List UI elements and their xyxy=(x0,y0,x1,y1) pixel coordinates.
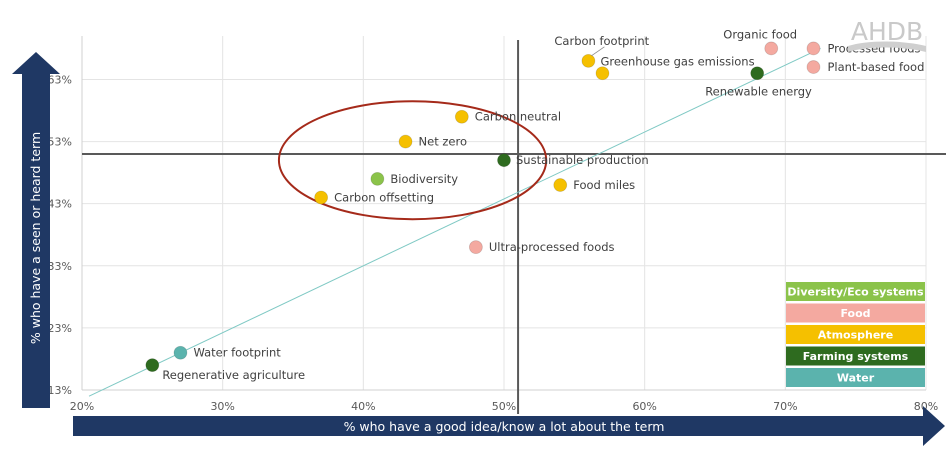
y-tick-label: 23% xyxy=(48,322,72,335)
x-tick-label: 40% xyxy=(351,400,375,413)
legend-swatch-farming-systems xyxy=(786,346,925,366)
point-label-carbon-footprint: Carbon footprint xyxy=(554,34,649,48)
point-label-carbon-neutral: Carbon neutral xyxy=(475,110,561,124)
x-axis-arrow-shape xyxy=(73,406,945,446)
tick-labels: 20% 30% 40% 50% 60% 70% 80% 13% 23% 33% 43% 53% 63% xyxy=(48,73,939,413)
data-points xyxy=(145,41,821,373)
trend-line-layer xyxy=(88,47,821,397)
legend-label-water: Water xyxy=(837,372,875,385)
point-organic-food xyxy=(764,41,779,56)
brand-logo-text: AHDB xyxy=(851,17,923,46)
point-water-footprint xyxy=(173,345,188,360)
ahdb-logo: AHDB xyxy=(848,17,926,52)
point-processed-foods xyxy=(806,41,821,56)
legend: Diversity/Eco systems Food Atmosphere Farmi… xyxy=(786,282,925,387)
point-label-carbon-offsetting: Carbon offsetting xyxy=(334,190,434,204)
point-carbon-neutral xyxy=(454,109,469,124)
highlight-ellipse xyxy=(277,100,548,221)
trend-line xyxy=(88,47,821,397)
legend-label-farming-systems: Farming systems xyxy=(803,350,909,363)
legend-label-diversity-eco-systems: Diversity/Eco systems xyxy=(787,286,924,299)
y-tick-label: 13% xyxy=(48,384,72,397)
point-label-plant-based-food: Plant-based food xyxy=(827,60,924,74)
legend-swatch-atmosphere xyxy=(786,325,925,344)
point-carbon-offsetting xyxy=(314,190,329,205)
point-ultra-processed-foods xyxy=(468,240,483,255)
point-biodiversity xyxy=(370,171,385,186)
point-label-greenhouse-gas-emissions: Greenhouse gas emissions xyxy=(600,54,754,68)
legend-swatch-diversity-eco-systems xyxy=(786,282,925,301)
y-axis-title: % who have a seen or heard term xyxy=(28,132,43,344)
point-label-organic-food: Organic food xyxy=(723,27,797,41)
legend-label-atmosphere: Atmosphere xyxy=(818,329,893,342)
point-label-water-footprint: Water footprint xyxy=(193,346,281,360)
leader-line-carbon-footprint xyxy=(591,46,605,57)
point-label-sustainable-production: Sustainable production xyxy=(516,153,649,167)
point-carbon-footprint xyxy=(581,53,596,68)
point-label-food-miles: Food miles xyxy=(573,178,635,192)
point-sustainable-production xyxy=(497,153,511,168)
y-axis-arrow: % who have a seen or heard term xyxy=(12,52,60,408)
logo-swoosh-icon xyxy=(848,41,926,52)
grid-layer xyxy=(81,36,927,391)
x-tick-label: 30% xyxy=(210,400,234,413)
reference-lines xyxy=(82,40,946,414)
point-label-regenerative-agriculture: Regenerative agriculture xyxy=(162,368,305,382)
legend-swatch-water xyxy=(786,368,925,387)
y-tick-label: 43% xyxy=(48,198,72,211)
point-plant-based-food xyxy=(806,60,821,74)
point-net-zero xyxy=(398,134,413,149)
point-label-renewable-energy: Renewable energy xyxy=(705,84,812,98)
y-tick-label: 53% xyxy=(48,136,72,149)
y-tick-label: 63% xyxy=(48,73,72,86)
point-food-miles xyxy=(553,178,568,192)
x-axis-arrow: % who have a good idea/know a lot about … xyxy=(73,406,945,446)
point-label-ultra-processed-foods: Ultra-processed foods xyxy=(489,240,615,254)
highlight-ellipse-layer xyxy=(277,100,548,221)
y-tick-label: 33% xyxy=(48,260,72,273)
y-axis-arrow-shape xyxy=(12,52,60,408)
point-label-biodiversity: Biodiversity xyxy=(390,172,458,186)
point-renewable-energy xyxy=(750,66,765,81)
x-axis-title: % who have a good idea/know a lot about … xyxy=(344,419,665,434)
x-tick-label: 80% xyxy=(914,400,938,413)
x-tick-label: 60% xyxy=(632,400,656,413)
point-regenerative-agriculture xyxy=(145,358,160,373)
legend-label-food: Food xyxy=(840,307,870,320)
x-tick-label: 50% xyxy=(492,400,516,413)
x-tick-label: 20% xyxy=(70,400,94,413)
point-label-net-zero: Net zero xyxy=(419,135,467,149)
point-greenhouse-gas-emissions xyxy=(595,66,610,81)
legend-swatch-food xyxy=(786,303,925,323)
x-tick-label: 70% xyxy=(773,400,797,413)
